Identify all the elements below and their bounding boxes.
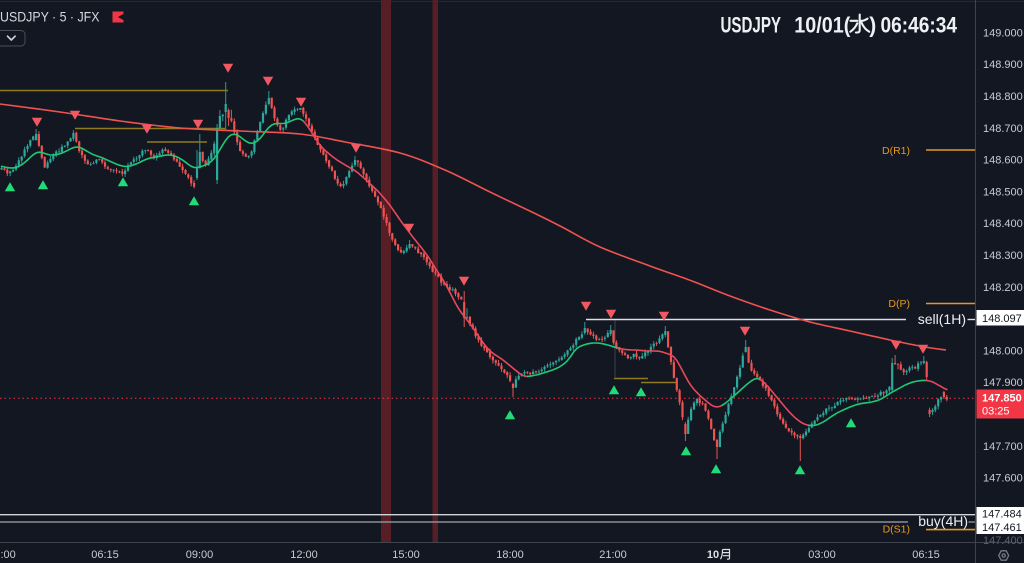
svg-text:D(S1): D(S1) <box>883 524 910 536</box>
svg-text:15:00: 15:00 <box>392 549 420 561</box>
svg-text:148.600: 148.600 <box>983 155 1023 167</box>
svg-text:03:00: 03:00 <box>808 549 836 561</box>
svg-text:D(P): D(P) <box>888 298 910 310</box>
svg-text:148.900: 148.900 <box>983 59 1023 71</box>
svg-text:147.850: 147.850 <box>982 393 1022 405</box>
svg-text:148.500: 148.500 <box>983 186 1023 198</box>
svg-text:21:00: 21:00 <box>599 549 627 561</box>
svg-text:148.800: 148.800 <box>983 91 1023 103</box>
svg-text:09:00: 09:00 <box>186 549 214 561</box>
svg-text:): ) <box>869 12 876 37</box>
svg-text:148.700: 148.700 <box>983 123 1023 135</box>
svg-text:147.461: 147.461 <box>982 522 1022 534</box>
svg-text:147.484: 147.484 <box>982 509 1022 521</box>
svg-text:18:00: 18:00 <box>496 549 524 561</box>
svg-text:buy(4H): buy(4H) <box>918 513 968 529</box>
svg-text:147.600: 147.600 <box>983 473 1023 485</box>
svg-text:USDJPY: USDJPY <box>721 12 782 37</box>
svg-text:06:46:34: 06:46:34 <box>881 12 958 37</box>
svg-text:06:15: 06:15 <box>912 549 940 561</box>
svg-text:149.000: 149.000 <box>983 27 1023 39</box>
svg-text:USDJPY · 5 · JFX: USDJPY · 5 · JFX <box>0 10 100 25</box>
svg-text:148.300: 148.300 <box>983 250 1023 262</box>
svg-text:148.400: 148.400 <box>983 218 1023 230</box>
svg-text:147.900: 147.900 <box>983 377 1023 389</box>
svg-text:12:00: 12:00 <box>290 549 318 561</box>
svg-text:147.400: 147.400 <box>983 535 1023 547</box>
svg-text:03:00: 03:00 <box>0 549 16 561</box>
svg-text:147.700: 147.700 <box>983 441 1023 453</box>
svg-text:10/01(: 10/01( <box>794 12 850 37</box>
svg-text:148.200: 148.200 <box>983 282 1023 294</box>
svg-text:06:15: 06:15 <box>91 549 119 561</box>
svg-text:10: 10 <box>707 549 719 561</box>
svg-text:D(R1): D(R1) <box>882 145 910 157</box>
svg-text:148.097: 148.097 <box>982 313 1022 325</box>
svg-text:sell(1H): sell(1H) <box>918 311 966 327</box>
svg-text:03:25: 03:25 <box>982 406 1010 418</box>
svg-text:148.000: 148.000 <box>983 345 1023 357</box>
